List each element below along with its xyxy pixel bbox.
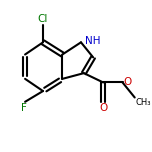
- Text: F: F: [21, 103, 27, 113]
- Text: CH₃: CH₃: [135, 98, 151, 107]
- Text: NH: NH: [85, 36, 100, 46]
- Text: Cl: Cl: [38, 14, 48, 24]
- Text: O: O: [99, 103, 107, 113]
- Text: O: O: [123, 77, 131, 87]
